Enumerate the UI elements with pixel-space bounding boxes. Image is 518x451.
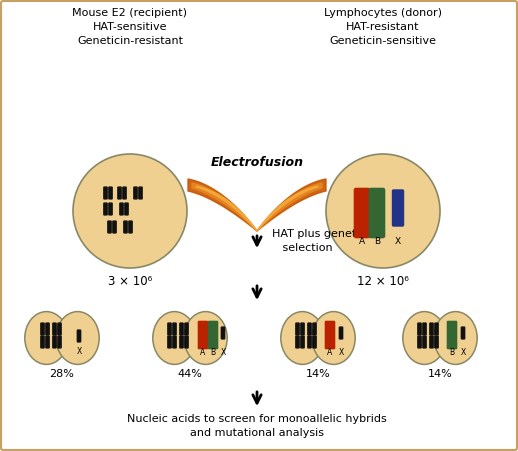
Text: B: B	[210, 348, 215, 357]
Text: Lymphocytes (donor)
HAT-resistant
Geneticin-sensitive: Lymphocytes (donor) HAT-resistant Geneti…	[324, 8, 442, 46]
FancyBboxPatch shape	[108, 186, 113, 200]
Text: 3 × 10⁶: 3 × 10⁶	[108, 275, 152, 288]
Text: HAT plus geneticin
   selection: HAT plus geneticin selection	[272, 229, 376, 253]
FancyBboxPatch shape	[339, 327, 343, 340]
Ellipse shape	[184, 312, 227, 364]
Text: X: X	[338, 348, 343, 357]
Text: X: X	[76, 347, 82, 356]
FancyBboxPatch shape	[122, 186, 127, 200]
Polygon shape	[257, 186, 318, 231]
Ellipse shape	[434, 312, 477, 364]
FancyBboxPatch shape	[417, 322, 422, 336]
Text: 44%: 44%	[178, 369, 203, 379]
FancyBboxPatch shape	[221, 327, 225, 340]
FancyBboxPatch shape	[208, 321, 218, 350]
FancyBboxPatch shape	[447, 321, 457, 350]
Text: X: X	[220, 348, 226, 357]
Ellipse shape	[25, 312, 68, 364]
Ellipse shape	[153, 312, 196, 364]
FancyBboxPatch shape	[172, 322, 177, 336]
FancyBboxPatch shape	[52, 322, 57, 336]
FancyBboxPatch shape	[369, 188, 385, 238]
FancyBboxPatch shape	[300, 336, 305, 349]
FancyBboxPatch shape	[184, 322, 189, 336]
Ellipse shape	[73, 154, 187, 268]
Text: B: B	[450, 348, 455, 357]
FancyBboxPatch shape	[312, 322, 317, 336]
Text: X: X	[395, 237, 401, 246]
Polygon shape	[196, 186, 257, 231]
Text: A: A	[359, 237, 365, 246]
Text: Nucleic acids to screen for monoallelic hybrids
and mutational analysis: Nucleic acids to screen for monoallelic …	[127, 414, 387, 438]
FancyBboxPatch shape	[461, 327, 465, 340]
FancyBboxPatch shape	[112, 221, 117, 234]
FancyBboxPatch shape	[422, 336, 427, 349]
FancyBboxPatch shape	[167, 322, 172, 336]
FancyBboxPatch shape	[429, 336, 434, 349]
FancyBboxPatch shape	[179, 322, 184, 336]
Ellipse shape	[56, 312, 99, 364]
Polygon shape	[188, 179, 257, 231]
FancyBboxPatch shape	[417, 336, 422, 349]
FancyBboxPatch shape	[295, 336, 300, 349]
FancyBboxPatch shape	[124, 202, 129, 216]
FancyBboxPatch shape	[422, 322, 427, 336]
FancyBboxPatch shape	[184, 336, 189, 349]
FancyBboxPatch shape	[133, 186, 138, 200]
FancyBboxPatch shape	[434, 336, 439, 349]
FancyBboxPatch shape	[40, 322, 45, 336]
FancyBboxPatch shape	[45, 322, 50, 336]
Ellipse shape	[281, 312, 324, 364]
FancyBboxPatch shape	[429, 322, 434, 336]
Polygon shape	[257, 183, 322, 231]
FancyBboxPatch shape	[295, 322, 300, 336]
FancyBboxPatch shape	[128, 221, 133, 234]
Text: 12 × 10⁶: 12 × 10⁶	[357, 275, 409, 288]
FancyBboxPatch shape	[307, 336, 312, 349]
FancyBboxPatch shape	[107, 221, 112, 234]
Polygon shape	[257, 179, 326, 231]
FancyBboxPatch shape	[354, 188, 370, 238]
FancyBboxPatch shape	[103, 202, 108, 216]
FancyBboxPatch shape	[108, 202, 113, 216]
Ellipse shape	[403, 312, 446, 364]
Text: X: X	[461, 348, 466, 357]
Text: A: A	[327, 348, 333, 357]
Text: B: B	[374, 237, 380, 246]
FancyBboxPatch shape	[52, 336, 57, 349]
Polygon shape	[192, 183, 257, 231]
FancyBboxPatch shape	[392, 189, 404, 227]
FancyBboxPatch shape	[77, 329, 81, 343]
Text: 14%: 14%	[306, 369, 330, 379]
Ellipse shape	[312, 312, 355, 364]
Text: A: A	[200, 348, 206, 357]
FancyBboxPatch shape	[119, 202, 124, 216]
FancyBboxPatch shape	[172, 336, 177, 349]
Text: 28%: 28%	[50, 369, 75, 379]
FancyBboxPatch shape	[40, 336, 45, 349]
FancyBboxPatch shape	[57, 336, 62, 349]
FancyBboxPatch shape	[167, 336, 172, 349]
Text: 14%: 14%	[428, 369, 452, 379]
FancyBboxPatch shape	[123, 221, 128, 234]
Ellipse shape	[326, 154, 440, 268]
Text: Mouse E2 (recipient)
HAT-sensitive
Geneticin-resistant: Mouse E2 (recipient) HAT-sensitive Genet…	[73, 8, 188, 46]
FancyBboxPatch shape	[179, 336, 184, 349]
FancyBboxPatch shape	[117, 186, 122, 200]
FancyBboxPatch shape	[57, 322, 62, 336]
FancyBboxPatch shape	[103, 186, 108, 200]
FancyBboxPatch shape	[312, 336, 317, 349]
FancyBboxPatch shape	[45, 336, 50, 349]
FancyBboxPatch shape	[307, 322, 312, 336]
FancyBboxPatch shape	[300, 322, 305, 336]
FancyBboxPatch shape	[198, 321, 208, 350]
FancyBboxPatch shape	[325, 321, 335, 350]
FancyBboxPatch shape	[138, 186, 143, 200]
FancyBboxPatch shape	[434, 322, 439, 336]
Text: Electrofusion: Electrofusion	[210, 156, 304, 169]
